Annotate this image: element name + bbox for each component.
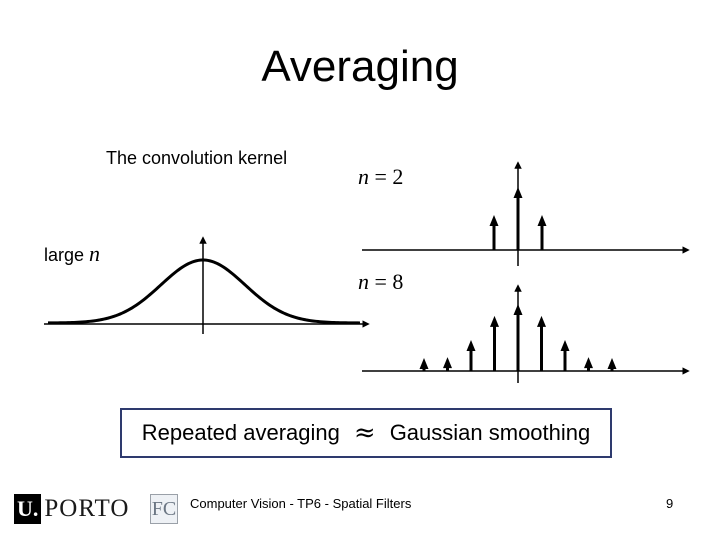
gaussian-smoothing-text: Gaussian smoothing: [389, 420, 591, 445]
n8-stem-head-9: [607, 358, 617, 369]
n2-stem-head-3: [537, 215, 547, 226]
stem-plot-n8: [362, 284, 690, 383]
n8-stem-head-3: [466, 340, 476, 352]
conclusion-box: Repeated averaging ≈ Gaussian smoothing: [120, 408, 612, 458]
n8-eq: = 8: [369, 269, 404, 294]
slide-title: Averaging: [261, 42, 459, 91]
gaussian-curve: [47, 258, 361, 325]
uporto-logo: U. PORTO: [14, 494, 129, 524]
n8-stem-head-1: [419, 358, 429, 369]
approx-symbol: ≈: [353, 418, 376, 448]
n8-stem-head-5: [513, 304, 523, 315]
n-symbol: n: [89, 241, 101, 266]
stem-plot-n2: [362, 161, 690, 266]
n2-stem-head-1: [489, 215, 499, 226]
logo-u-mark: U.: [14, 494, 42, 524]
kernel-caption: The convolution kernel: [106, 148, 288, 168]
n8-stem-head-7: [560, 340, 570, 352]
page-number: 9: [666, 496, 674, 511]
repeated-averaging-text: Repeated averaging: [141, 420, 340, 445]
n8-stem-head-8: [584, 357, 593, 369]
n2-stem-head-2: [513, 187, 523, 198]
logo-porto-text: PORTO: [44, 495, 130, 522]
gaussian-plot: [44, 236, 370, 334]
large-text: large: [44, 245, 85, 265]
fc-logo: FC: [150, 494, 178, 524]
n2-eq: = 2: [369, 164, 404, 189]
n2-var: n: [358, 164, 369, 189]
n8-var: n: [358, 269, 369, 294]
n8-stem-head-2: [443, 357, 452, 369]
large-n-label: large n: [44, 241, 101, 266]
label-n2: n = 2: [358, 165, 403, 189]
label-n8: n = 8: [358, 270, 403, 294]
n8-stem-head-6: [537, 315, 546, 327]
n8-stem-head-4: [490, 315, 499, 327]
footer-text: Computer Vision - TP6 - Spatial Filters: [190, 496, 412, 511]
